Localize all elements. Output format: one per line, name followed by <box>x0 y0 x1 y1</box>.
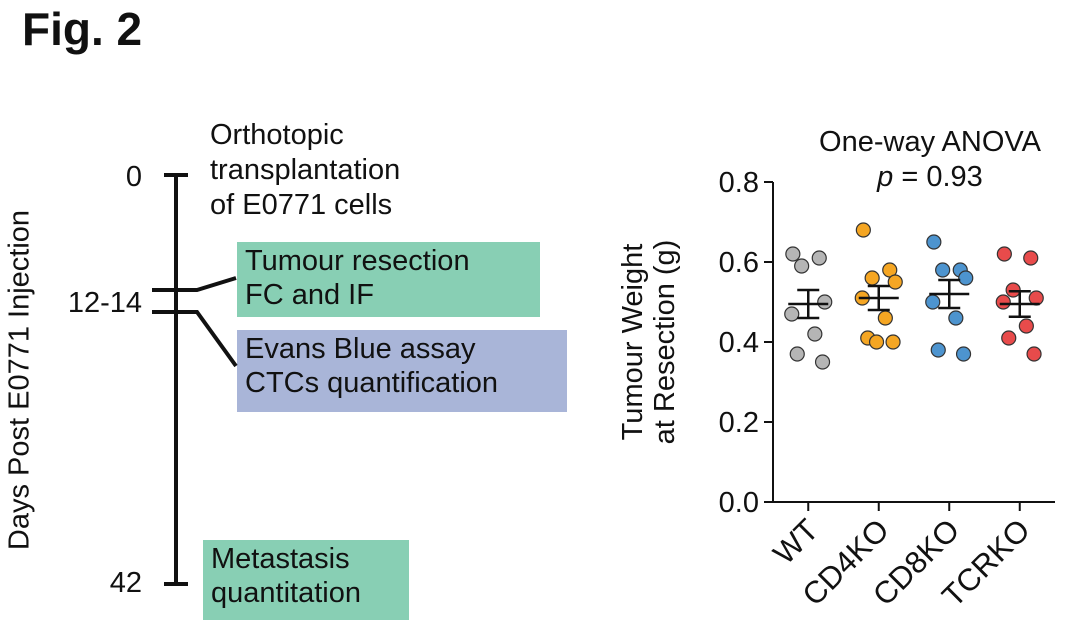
event-line: of E0771 cells <box>210 189 393 221</box>
chart-subtitle: p = 0.93 <box>770 161 1082 194</box>
data-point-cd4ko <box>885 334 901 350</box>
event-line: Evans Blue assay <box>245 333 476 365</box>
event-metastasis-box: Metastasis quantitation <box>203 540 409 620</box>
data-point-wt <box>811 250 827 266</box>
event-tumour-resection-box: Tumour resection FC and IF <box>237 242 540 317</box>
event-evans-blue-box: Evans Blue assay CTCs quantification <box>237 330 567 412</box>
x-tick-label: WT <box>766 512 825 571</box>
data-point-wt <box>794 258 810 274</box>
data-point-cd4ko <box>887 274 903 290</box>
data-point-tcrko <box>1023 250 1039 266</box>
data-point-tcrko <box>996 246 1012 262</box>
y-axis-label: Tumour Weight <box>617 244 649 441</box>
timeline-tick-label-0: 0 <box>125 161 142 193</box>
data-point-wt <box>814 354 831 370</box>
timeline <box>152 173 238 586</box>
data-point-tcrko <box>1001 330 1017 346</box>
timeline-tick-label-12-14: 12-14 <box>67 287 142 319</box>
data-point-wt <box>807 326 823 342</box>
event-line: FC and IF <box>245 279 374 311</box>
data-point-cd8ko <box>925 294 941 310</box>
event-line: Orthotopic <box>210 119 344 151</box>
data-point-wt <box>784 306 800 322</box>
timeline-tick-label-42: 42 <box>109 567 142 599</box>
data-point-cd4ko <box>868 334 885 350</box>
data-point-cd8ko <box>926 234 942 250</box>
event-line: quantitation <box>211 577 361 609</box>
data-point-tcrko <box>1018 318 1034 334</box>
y-tick-label: 0.4 <box>719 327 759 359</box>
data-point-wt <box>785 246 801 262</box>
scatter-plot: 0.0 0.2 0.4 0.6 0.8 Tumour Weight at Resection… <box>617 167 1055 614</box>
data-point-cd8ko <box>948 310 964 326</box>
data-point-cd8ko <box>955 346 972 362</box>
data-point-cd4ko <box>855 222 871 238</box>
timeline-connector-resection <box>152 276 237 292</box>
figure-label: Fig. 2 <box>22 3 143 55</box>
data-point-cd4ko <box>877 310 893 326</box>
event-line: Tumour resection <box>245 245 470 277</box>
data-point-cd8ko <box>935 262 951 278</box>
y-tick-label: 0.2 <box>719 407 759 439</box>
chart-title: One-way ANOVA <box>819 126 1041 158</box>
y-tick-label: 0.6 <box>719 247 759 279</box>
data-point-cd8ko <box>958 270 974 286</box>
data-point-tcrko <box>995 294 1011 310</box>
event-line: Metastasis <box>211 543 350 575</box>
y-tick-label: 0.8 <box>719 167 759 199</box>
y-tick-label: 0.0 <box>719 487 759 519</box>
p-value: = 0.93 <box>893 161 983 193</box>
data-point-wt <box>817 294 833 310</box>
data-point-cd4ko <box>864 270 880 286</box>
event-orthotopic-transplantation: Orthotopic transplantation of E0771 cell… <box>210 118 400 223</box>
data-point-tcrko <box>1026 346 1042 362</box>
event-line: CTCs quantification <box>245 367 499 399</box>
p-symbol: p <box>877 161 894 193</box>
data-point-cd8ko <box>930 342 946 358</box>
event-line: transplantation <box>210 154 401 186</box>
y-axis-label: at Resection (g) <box>649 240 681 445</box>
data-point-wt <box>789 346 805 362</box>
timeline-connector-evans <box>152 310 238 368</box>
